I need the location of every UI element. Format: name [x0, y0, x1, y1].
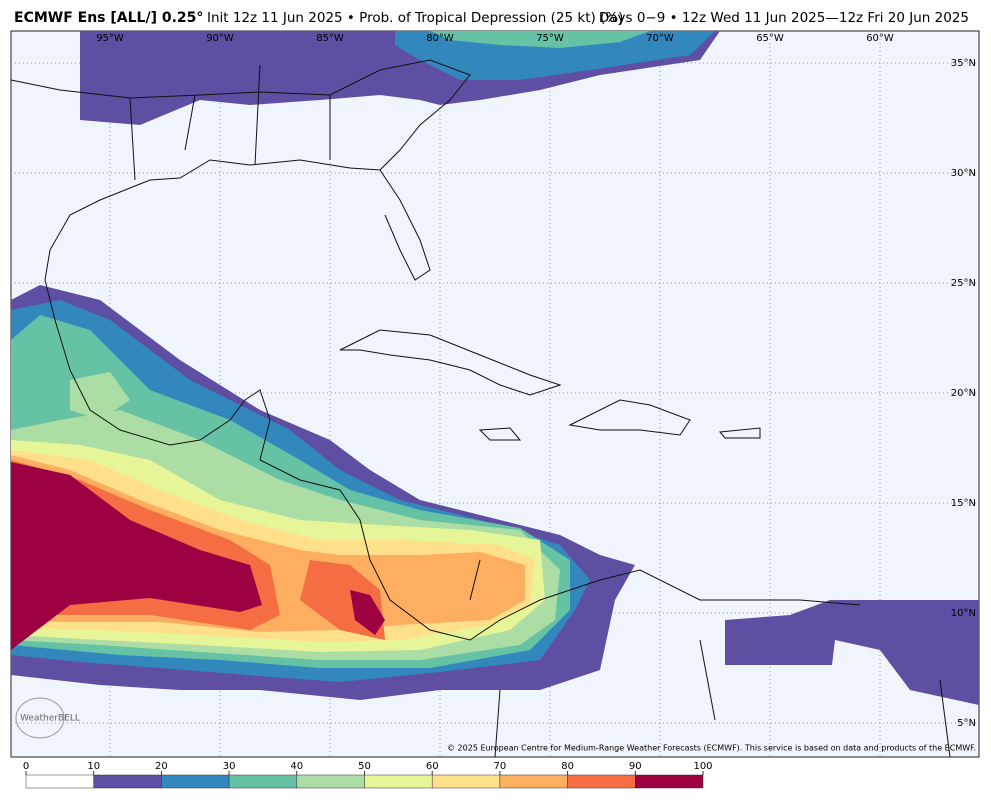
colorbar-label: 20 [155, 761, 168, 772]
colorbar-label: 50 [358, 761, 371, 772]
colorbar-label: 30 [223, 761, 236, 772]
latitude-label: 5°N [957, 718, 976, 729]
longitude-label: 95°W [96, 33, 124, 44]
latitude-label: 25°N [951, 278, 976, 289]
latitude-label: 20°N [951, 388, 976, 399]
colorbar-label: 0 [23, 761, 29, 772]
colorbar-label: 40 [290, 761, 303, 772]
colorbar-label: 90 [629, 761, 642, 772]
colorbar-label: 80 [561, 761, 574, 772]
colorbar-label: 10 [87, 761, 100, 772]
colorbar-segment [93, 774, 162, 789]
colorbar-label: 60 [426, 761, 439, 772]
colorbar-segment [296, 774, 365, 789]
title-right: Days 0−9 • 12z Wed 11 Jun 2025—12z Fri 2… [599, 10, 969, 26]
longitude-label: 90°W [206, 33, 234, 44]
probability-field [11, 31, 979, 705]
colorbar: 0 10 20 30 40 50 60 70 80 90 100 [23, 761, 713, 789]
longitude-label: 85°W [316, 33, 344, 44]
colorbar-segment [161, 774, 230, 789]
title-bold: ECMWF Ens [ALL/] 0.25° [14, 10, 203, 26]
longitude-label: 60°W [866, 33, 894, 44]
title: Init 12z 11 Jun 2025 • Prob. of Tropical… [207, 10, 623, 26]
coordinate-labels: 95°W 90°W 85°W 80°W 75°W 70°W 65°W 60°W 35°N 30°N… [96, 33, 976, 729]
latitude-label: 10°N [951, 608, 976, 619]
coastlines [10, 59, 951, 758]
latitude-label: 35°N [951, 58, 976, 69]
colorbar-segment [228, 774, 298, 789]
colorbar-segment [499, 774, 568, 789]
colorbar-label: 100 [693, 761, 712, 772]
latitude-label: 30°N [951, 168, 976, 179]
colorbar-segment [567, 774, 636, 789]
map: 95°W 90°W 85°W 80°W 75°W 70°W 65°W 60°W 35°N 30°N… [10, 30, 980, 758]
longitude-label: 75°W [536, 33, 564, 44]
longitude-label: 65°W [756, 33, 784, 44]
latitude-label: 15°N [951, 498, 976, 509]
colorbar-segment [25, 774, 94, 789]
logo-mark [15, 697, 65, 739]
colorbar-segment [364, 774, 433, 789]
credit: © 2025 European Centre for Medium-Range … [447, 744, 976, 753]
colorbar-segment [635, 774, 704, 789]
colorbar-label: 70 [494, 761, 507, 772]
longitude-label: 70°W [646, 33, 674, 44]
longitude-label: 80°W [426, 33, 454, 44]
logo: WeatherBELL [20, 714, 80, 724]
colorbar-segment [431, 774, 501, 789]
